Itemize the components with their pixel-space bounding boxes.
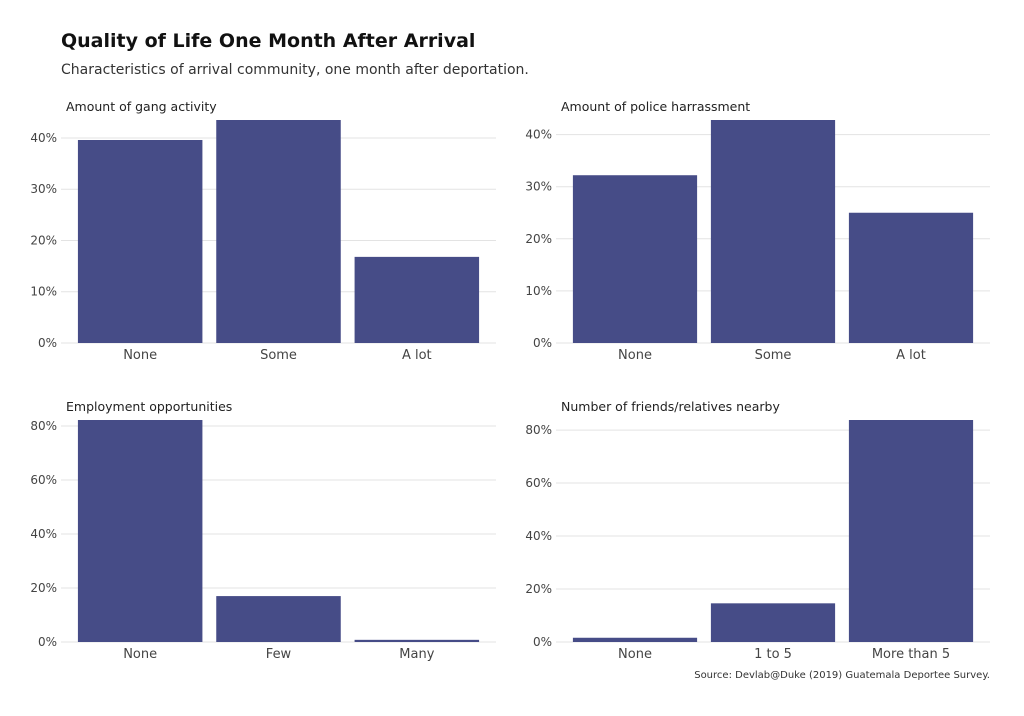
panel-title-gang-activity: Amount of gang activity (66, 99, 217, 114)
y-tick-label: 30% (525, 180, 552, 194)
bar (710, 603, 836, 642)
chart-subtitle: Characteristics of arrival community, on… (61, 62, 529, 78)
x-tick-label: None (123, 348, 157, 363)
bar (354, 639, 480, 642)
y-tick-label: 20% (30, 233, 57, 247)
y-tick-label: 0% (38, 635, 57, 649)
panel-title-friends-relatives: Number of friends/relatives nearby (561, 399, 780, 414)
y-tick-label: 60% (525, 476, 552, 490)
x-tick-label: None (123, 647, 157, 662)
x-tick-label: More than 5 (872, 647, 950, 662)
y-tick-label: 20% (30, 581, 57, 595)
y-tick-label: 80% (525, 423, 552, 437)
chart-title: Quality of Life One Month After Arrival (61, 30, 476, 52)
y-tick-label: 40% (30, 131, 57, 145)
y-tick-label: 40% (30, 527, 57, 541)
bar (77, 139, 203, 343)
bar (77, 420, 203, 642)
x-tick-label: Some (260, 348, 297, 363)
bar (216, 596, 341, 642)
bar (848, 212, 974, 343)
x-tick-label: None (618, 647, 652, 662)
y-tick-label: 20% (525, 582, 552, 596)
bar (710, 120, 836, 343)
y-tick-label: 40% (525, 128, 552, 142)
bar (572, 175, 698, 343)
y-tick-label: 0% (533, 336, 552, 350)
x-tick-label: A lot (402, 348, 432, 363)
x-tick-label: Few (266, 647, 292, 662)
source-caption: Source: Devlab@Duke (2019) Guatemala Dep… (694, 670, 990, 681)
bar (354, 256, 480, 343)
y-tick-label: 30% (30, 182, 57, 196)
y-tick-label: 20% (525, 232, 552, 246)
y-tick-label: 40% (525, 529, 552, 543)
y-tick-label: 0% (38, 336, 57, 350)
x-tick-label: Many (399, 647, 434, 662)
y-tick-label: 60% (30, 473, 57, 487)
bar (572, 637, 698, 642)
x-tick-label: None (618, 348, 652, 363)
y-tick-label: 0% (533, 635, 552, 649)
y-tick-label: 80% (30, 419, 57, 433)
x-tick-label: 1 to 5 (754, 647, 792, 662)
panel-title-police-harrassment: Amount of police harrassment (561, 99, 751, 114)
panel-title-employment: Employment opportunities (66, 399, 233, 414)
x-tick-label: Some (755, 348, 792, 363)
bar (216, 120, 341, 343)
y-tick-label: 10% (30, 285, 57, 299)
bar (848, 420, 974, 642)
x-tick-label: A lot (896, 348, 926, 363)
y-tick-label: 10% (525, 284, 552, 298)
